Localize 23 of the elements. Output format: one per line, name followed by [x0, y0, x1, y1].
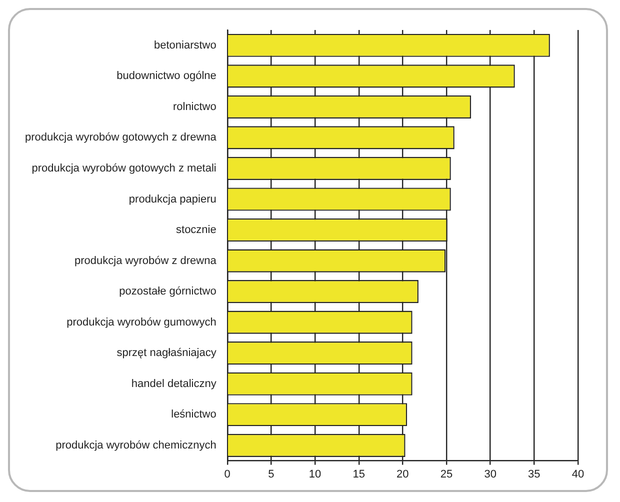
y-tick-label: sprzęt nagłaśniajacy: [116, 347, 217, 360]
y-tick-label: produkcja wyrobów gotowych z drewna: [24, 132, 218, 144]
x-tick-label: 25: [440, 468, 453, 480]
x-tick-label: 10: [308, 468, 322, 480]
y-tick-label: betoniarstwo: [154, 39, 216, 52]
y-tick-label: rolnictwo: [172, 100, 216, 113]
x-tick-label: 15: [352, 468, 365, 480]
y-tick-label: produkcja wyrobów z drewna: [74, 254, 218, 267]
x-tick-label: 5: [268, 468, 274, 480]
y-tick-label: produkcja wyrobów gotowych z metali: [32, 162, 216, 175]
y-tick-label: pozostałe górnictwo: [119, 286, 216, 298]
y-tick-label: produkcja wyrobów gumowych: [66, 316, 216, 328]
y-tick-label: produkcja papieru: [128, 193, 216, 206]
y-tick-label: stocznie: [176, 224, 216, 236]
x-tick-label: 0: [224, 468, 230, 480]
y-tick-label: budownictwo ogólne: [116, 70, 216, 82]
y-tick-label: produkcja wyrobów chemicznych: [56, 439, 216, 452]
x-tick-label: 40: [572, 468, 584, 480]
y-tick-label: handel detaliczny: [131, 378, 217, 390]
x-tick-label: 20: [396, 468, 409, 480]
x-tick-label: 30: [484, 468, 496, 480]
x-tick-label: 35: [528, 468, 540, 480]
y-tick-label: leśnictwo: [171, 408, 216, 421]
